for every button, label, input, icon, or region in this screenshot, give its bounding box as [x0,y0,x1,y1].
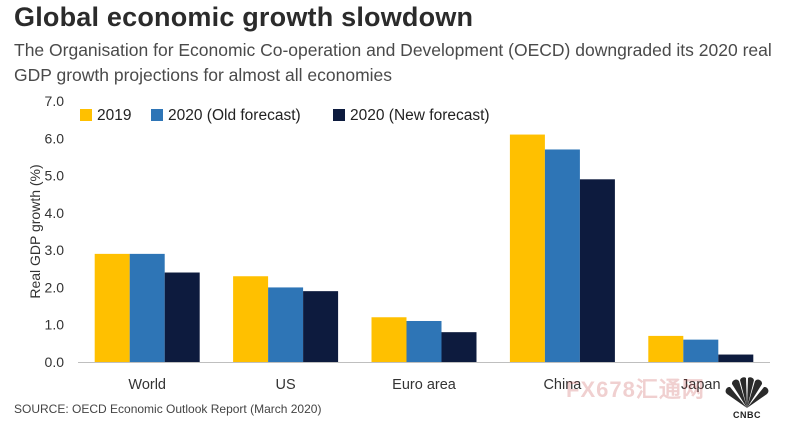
y-tick-label: 3.0 [45,242,65,258]
bar [129,253,165,362]
bar [164,272,200,362]
bar [544,149,580,362]
bar [718,354,754,362]
bar [406,320,442,362]
category-label: US [276,377,296,393]
bar [233,276,269,362]
watermark: FX678汇通网 [566,377,705,402]
legend-label: 2020 (Old forecast) [168,107,301,124]
legend-swatch [151,109,163,121]
bar [268,287,304,362]
y-tick-label: 6.0 [45,130,65,146]
y-tick-label: 7.0 [45,93,65,109]
source-note: SOURCE: OECD Economic Outlook Report (Ma… [14,402,322,416]
bar [509,134,545,362]
bar-chart: 0.0 1.0 2.0 3.0 4.0 5.0 6.0 7.0 Real GDP growth … [27,93,770,393]
y-tick-label: 4.0 [45,205,65,221]
bar [371,317,407,362]
bar [648,335,684,362]
y-tick-label: 0.0 [45,354,65,370]
chart-subtitle: The Organisation for Economic Co-operati… [14,40,772,85]
bar [683,339,719,362]
y-axis-label: Real GDP growth (%) [27,164,43,298]
y-tick-label: 2.0 [45,279,65,295]
bar [94,253,130,362]
bar [441,332,477,362]
legend-swatch [333,109,345,121]
y-tick-label: 1.0 [45,317,65,333]
legend-label: 2019 [97,107,131,124]
bar [303,291,339,362]
legend-label: 2020 (New forecast) [350,107,490,124]
peacock-icon [725,377,769,408]
legend-swatch [80,109,92,121]
chart-title: Global economic growth slowdown [14,2,474,32]
bar [579,179,615,362]
y-tick-label: 5.0 [45,168,65,184]
category-label: Euro area [392,377,457,393]
category-label: China [543,377,582,393]
category-label: World [128,377,166,393]
cnbc-logo-text: CNBC [733,410,761,420]
category-label: Japan [681,377,721,393]
cnbc-logo: CNBC [722,376,772,422]
